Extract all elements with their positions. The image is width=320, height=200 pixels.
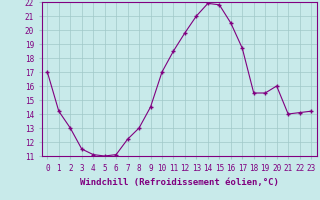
X-axis label: Windchill (Refroidissement éolien,°C): Windchill (Refroidissement éolien,°C) <box>80 178 279 187</box>
